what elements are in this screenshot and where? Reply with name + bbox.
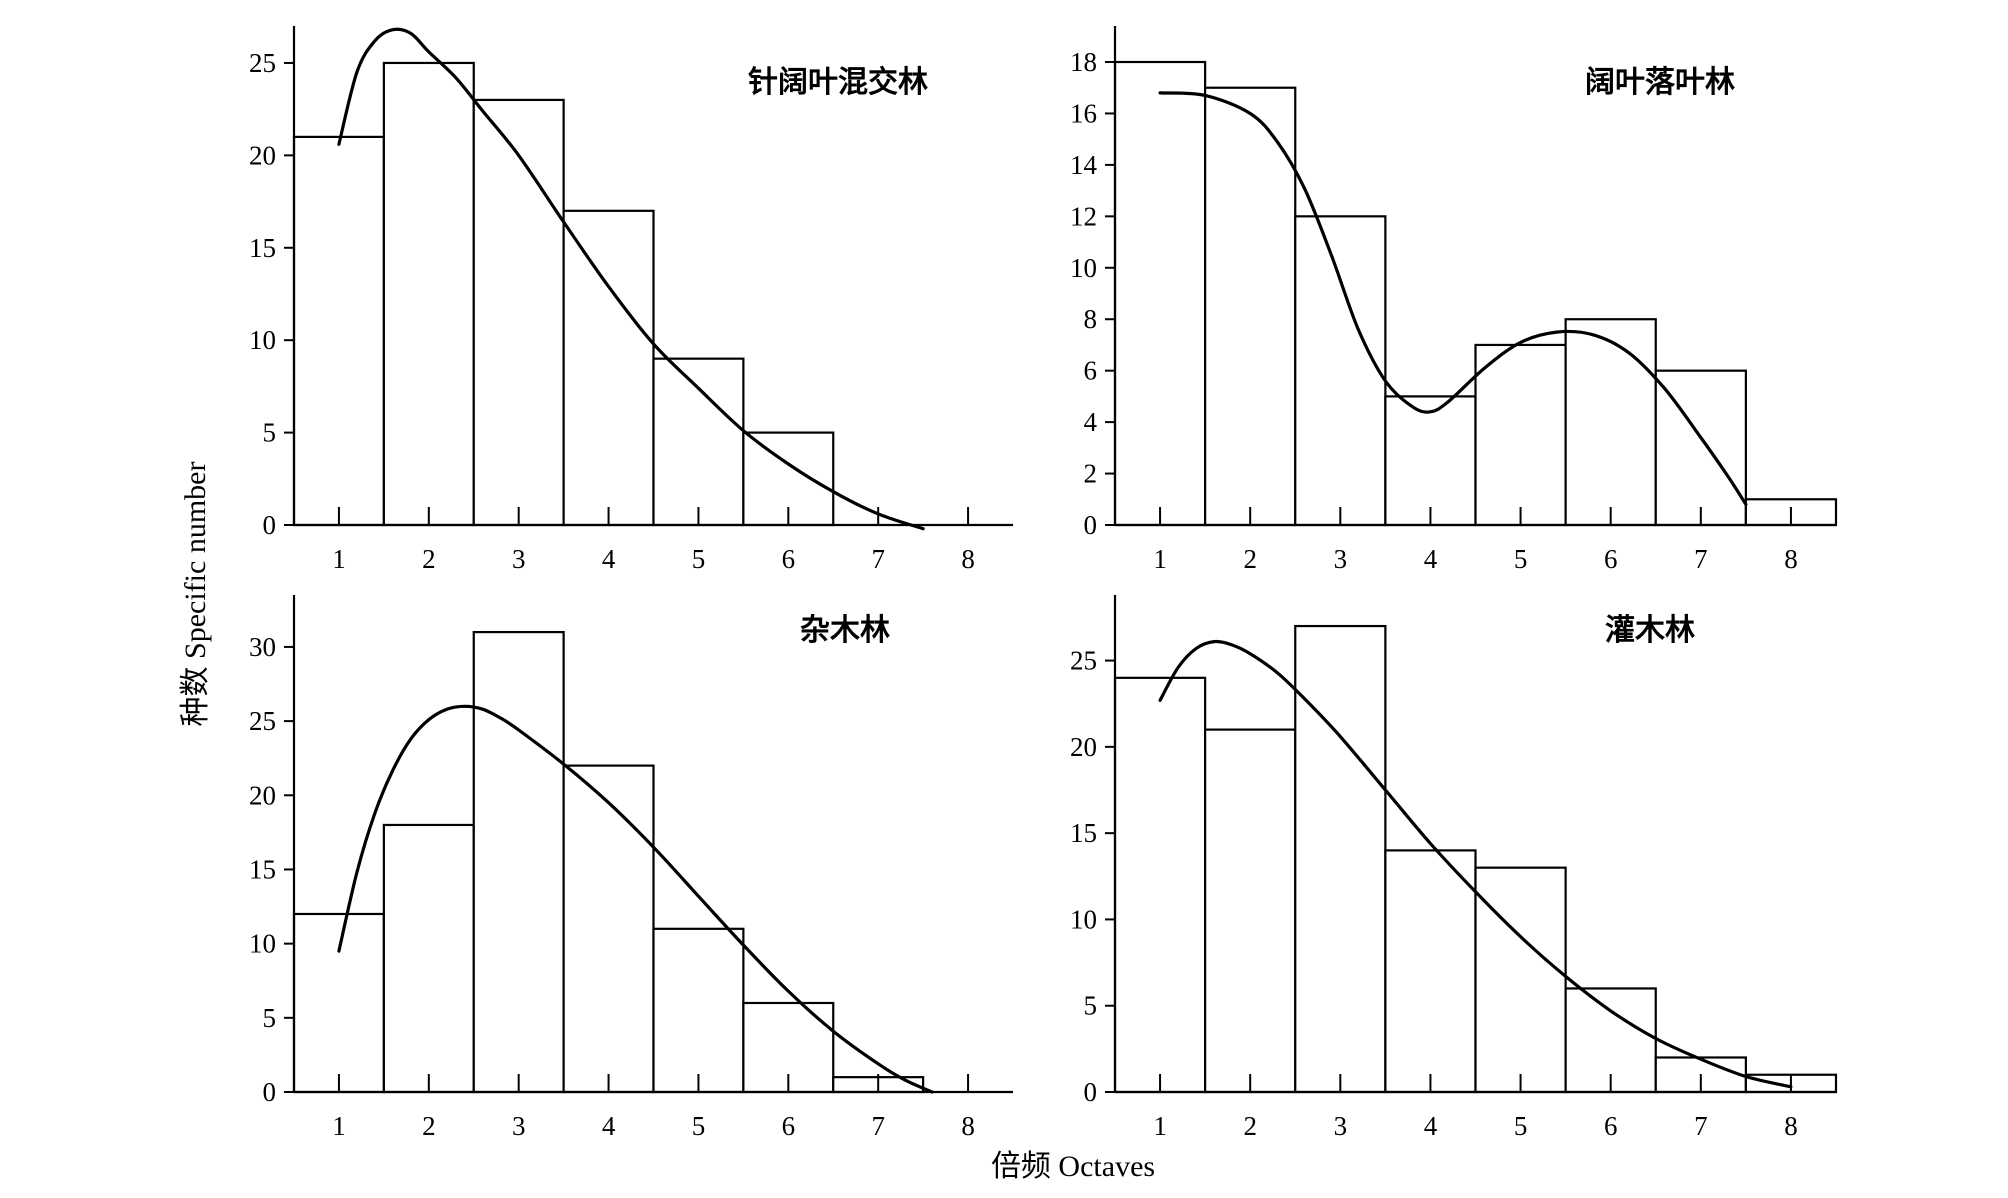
bar-2 [382, 61, 475, 527]
bar-5 [652, 357, 745, 527]
x-tick-label: 4 [1424, 544, 1438, 574]
y-tick-label: 0 [1084, 510, 1098, 540]
y-tick-label: 18 [1070, 47, 1097, 77]
x-tick-label: 2 [1243, 544, 1257, 574]
bar-2 [382, 823, 475, 1094]
y-tick-label: 15 [249, 233, 276, 263]
y-tick-label: 16 [1070, 98, 1097, 128]
x-tick-label: 7 [1694, 544, 1708, 574]
panel-title: 针阔叶混交林 [748, 65, 928, 99]
chart-panel-3: 0 5 10 15 20 25 30 1 2 3 4 5 6 7 8 杂木林 [249, 595, 1013, 1141]
chart-panel-1: 0 5 10 15 20 25 1 2 3 4 5 6 7 8 针阔叶混交林 [249, 26, 1013, 574]
y-tick-label: 0 [263, 510, 277, 540]
x-tick-label: 3 [512, 1111, 526, 1141]
y-tick-label: 0 [1084, 1077, 1098, 1107]
x-tick-label: 1 [332, 1111, 346, 1141]
bar-1 [1113, 676, 1207, 1094]
x-tick-label: 3 [1334, 544, 1348, 574]
bar-1 [1113, 60, 1207, 527]
x-tick-label: 1 [1153, 1111, 1167, 1141]
y-tick-label: 6 [1084, 356, 1098, 386]
y-tick-label: 10 [1070, 253, 1097, 283]
y-tick-label: 10 [249, 325, 276, 355]
bar-1 [292, 135, 385, 527]
y-tick-label: 4 [1084, 407, 1098, 437]
y-tick-label: 30 [249, 632, 276, 662]
x-tick-label: 8 [961, 544, 975, 574]
x-tick-label: 7 [871, 544, 885, 574]
y-tick-label: 10 [1070, 904, 1097, 934]
panel-title: 杂木林 [800, 614, 890, 647]
fitted-curve [337, 27, 925, 531]
x-tick-label: 6 [782, 544, 796, 574]
x-tick-label: 7 [1694, 1111, 1708, 1141]
x-tick-label: 6 [1604, 544, 1618, 574]
x-tick-label: 5 [1514, 544, 1528, 574]
y-tick-label: 0 [263, 1077, 277, 1107]
bar-6 [1564, 318, 1657, 527]
bar-2 [1204, 728, 1297, 1094]
bar-3 [472, 630, 565, 1094]
y-tick-label: 15 [249, 854, 276, 884]
x-tick-label: 2 [1243, 1111, 1257, 1141]
y-tick-label: 25 [1070, 646, 1097, 676]
x-tick-label: 2 [422, 1111, 436, 1141]
x-tick-label: 8 [1784, 1111, 1798, 1141]
y-tick-label: 5 [263, 1003, 277, 1033]
bar-2 [1204, 86, 1297, 527]
bar-5 [652, 927, 745, 1094]
y-tick-label: 15 [1070, 818, 1097, 848]
y-tick-label: 5 [1084, 991, 1098, 1021]
x-tick-label: 2 [422, 544, 436, 574]
y-tick-label: 12 [1070, 201, 1097, 231]
bar-4 [1384, 849, 1477, 1094]
y-tick-label: 25 [249, 706, 276, 736]
x-tick-label: 6 [1604, 1111, 1618, 1141]
x-tick-label: 1 [332, 544, 346, 574]
x-tick-label: 5 [692, 1111, 706, 1141]
x-tick-label: 6 [782, 1111, 796, 1141]
y-tick-label: 14 [1070, 150, 1098, 180]
chart-panel-4: 0 5 10 15 20 25 1 2 3 4 5 6 7 8 灌木林 [1070, 595, 1838, 1141]
x-tick-label: 3 [1334, 1111, 1348, 1141]
y-axis-title: 种数 Specific number [179, 462, 212, 727]
y-tick-label: 5 [263, 418, 277, 448]
fitted-curve [337, 704, 934, 1094]
panel-title: 灌木林 [1605, 614, 1695, 647]
bar-3 [1294, 215, 1387, 527]
y-tick-label: 2 [1084, 459, 1098, 489]
bar-3 [472, 98, 565, 527]
x-tick-label: 8 [1784, 544, 1798, 574]
x-tick-label: 1 [1153, 544, 1167, 574]
fitted-curve [1158, 91, 1748, 506]
y-tick-label: 8 [1084, 304, 1098, 334]
x-tick-label: 4 [602, 544, 616, 574]
bar-5 [1474, 343, 1567, 527]
x-tick-label: 3 [512, 544, 526, 574]
x-tick-label: 5 [692, 544, 706, 574]
x-tick-label: 7 [871, 1111, 885, 1141]
bar-5 [1474, 866, 1567, 1094]
panel-title: 阔叶落叶林 [1585, 66, 1735, 99]
x-tick-label: 8 [961, 1111, 975, 1141]
x-axis-title: 倍频 Octaves [991, 1150, 1155, 1183]
fitted-curve [1158, 639, 1793, 1089]
x-tick-label: 4 [602, 1111, 616, 1141]
x-tick-label: 5 [1514, 1111, 1528, 1141]
bar-1 [292, 912, 385, 1094]
bar-3 [1294, 624, 1387, 1094]
y-tick-label: 25 [249, 48, 276, 78]
y-tick-label: 20 [1070, 732, 1097, 762]
bar-4 [562, 764, 655, 1094]
y-tick-label: 20 [249, 140, 276, 170]
y-tick-label: 10 [249, 929, 276, 959]
bar-4 [562, 209, 655, 527]
bar-4 [1384, 395, 1477, 527]
y-tick-label: 20 [249, 780, 276, 810]
x-tick-label: 4 [1424, 1111, 1438, 1141]
